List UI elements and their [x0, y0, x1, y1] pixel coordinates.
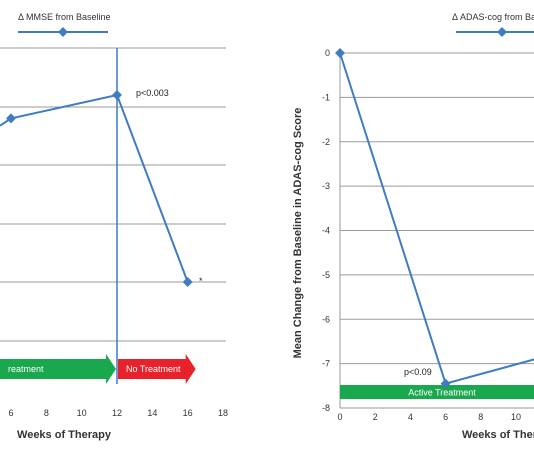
mmse-legend: Δ MMSE from Baseline	[18, 12, 111, 37]
adas-x-tick-label: 2	[373, 412, 378, 422]
mmse-data-point	[112, 90, 122, 100]
adas-legend: Δ ADAS-cog from Bas	[452, 12, 534, 37]
adas-y-tick-label: -5	[322, 270, 330, 280]
adas-x-tick-label: 10	[511, 412, 521, 422]
mmse-series-line	[0, 93, 189, 283]
adas-y-tick-label: -4	[322, 226, 330, 236]
adas-y-tick-label: -6	[322, 314, 330, 324]
mmse-x-tick-label: 18	[218, 408, 228, 418]
adas-legend-label: Δ ADAS-cog from Bas	[452, 12, 534, 22]
mmse-gridlines	[0, 47, 226, 342]
adas-series	[335, 48, 534, 389]
adas-data-point	[440, 378, 451, 389]
mmse-data-point	[182, 277, 193, 287]
adas-y-tick-label: 0	[325, 48, 330, 58]
mmse-x-tick-label: 16	[183, 408, 193, 418]
mmse-x-tick-label: 6	[8, 408, 13, 418]
mmse-legend-label: Δ MMSE from Baseline	[18, 12, 111, 22]
adas-data-point	[335, 48, 345, 58]
adas-y-tick-label: -1	[322, 92, 330, 102]
adas-series-line	[339, 52, 534, 385]
mmse-series	[0, 90, 193, 287]
mmse-x-tick-label: 12	[112, 408, 122, 418]
adas-y-tick-label: -3	[322, 181, 330, 191]
adas-gridlines	[339, 52, 534, 409]
adas-x-tick-label: 6	[443, 412, 448, 422]
adas-y-axis-title: Mean Change from Baseline in ADAS-cog Sc…	[292, 108, 304, 359]
adas-y-axis: 0 -1 -2 -3 -4 -5 -6 -7 -8	[322, 48, 330, 413]
mmse-x-axis: 6 8 10 12 14 16 18	[8, 408, 228, 418]
mmse-x-tick-label: 8	[44, 408, 49, 418]
mmse-no-treatment-label: No Treatment	[126, 364, 181, 374]
mmse-active-treatment-label: reatment	[8, 364, 44, 374]
adas-x-tick-label: 4	[408, 412, 413, 422]
adas-y-tick-label: -8	[322, 403, 330, 413]
adas-active-treatment-band	[340, 385, 534, 399]
mmse-pvalue-annotation: p<0.003	[136, 88, 169, 98]
mmse-active-treatment-arrow	[0, 354, 116, 384]
adas-x-tick-label: 8	[478, 412, 483, 422]
adas-active-treatment-label: Active Treatment	[408, 388, 476, 398]
mmse-treatment-phases: reatment No Treatment	[0, 354, 196, 384]
adas-y-tick-label: -2	[322, 137, 330, 147]
mmse-x-tick-label: 10	[77, 408, 87, 418]
mmse-chart: Δ MMSE from Baseline 6 8 10 12 14 16 18 reatme…	[0, 12, 228, 441]
adas-x-axis: 0 2 4 6 8 10	[337, 412, 521, 422]
adas-y-tick-label: -7	[322, 359, 330, 369]
adas-treatment-phases: Active Treatment	[340, 385, 534, 399]
mmse-x-axis-title: Weeks of Therapy	[17, 429, 112, 441]
adas-pvalue-annotation: p<0.09	[404, 367, 432, 377]
mmse-significance-star: *	[199, 276, 203, 286]
adas-legend-marker	[497, 27, 507, 37]
adas-chart: Δ ADAS-cog from Bas 0 -1 -2 -3 -4 -5 -6 -7 -8 0 2…	[292, 12, 534, 441]
adas-x-axis-title: Weeks of Ther	[462, 429, 534, 441]
mmse-legend-marker	[58, 27, 68, 37]
adas-x-tick-label: 0	[337, 412, 342, 422]
mmse-no-treatment-arrow	[118, 354, 196, 384]
mmse-x-tick-label: 14	[147, 408, 157, 418]
